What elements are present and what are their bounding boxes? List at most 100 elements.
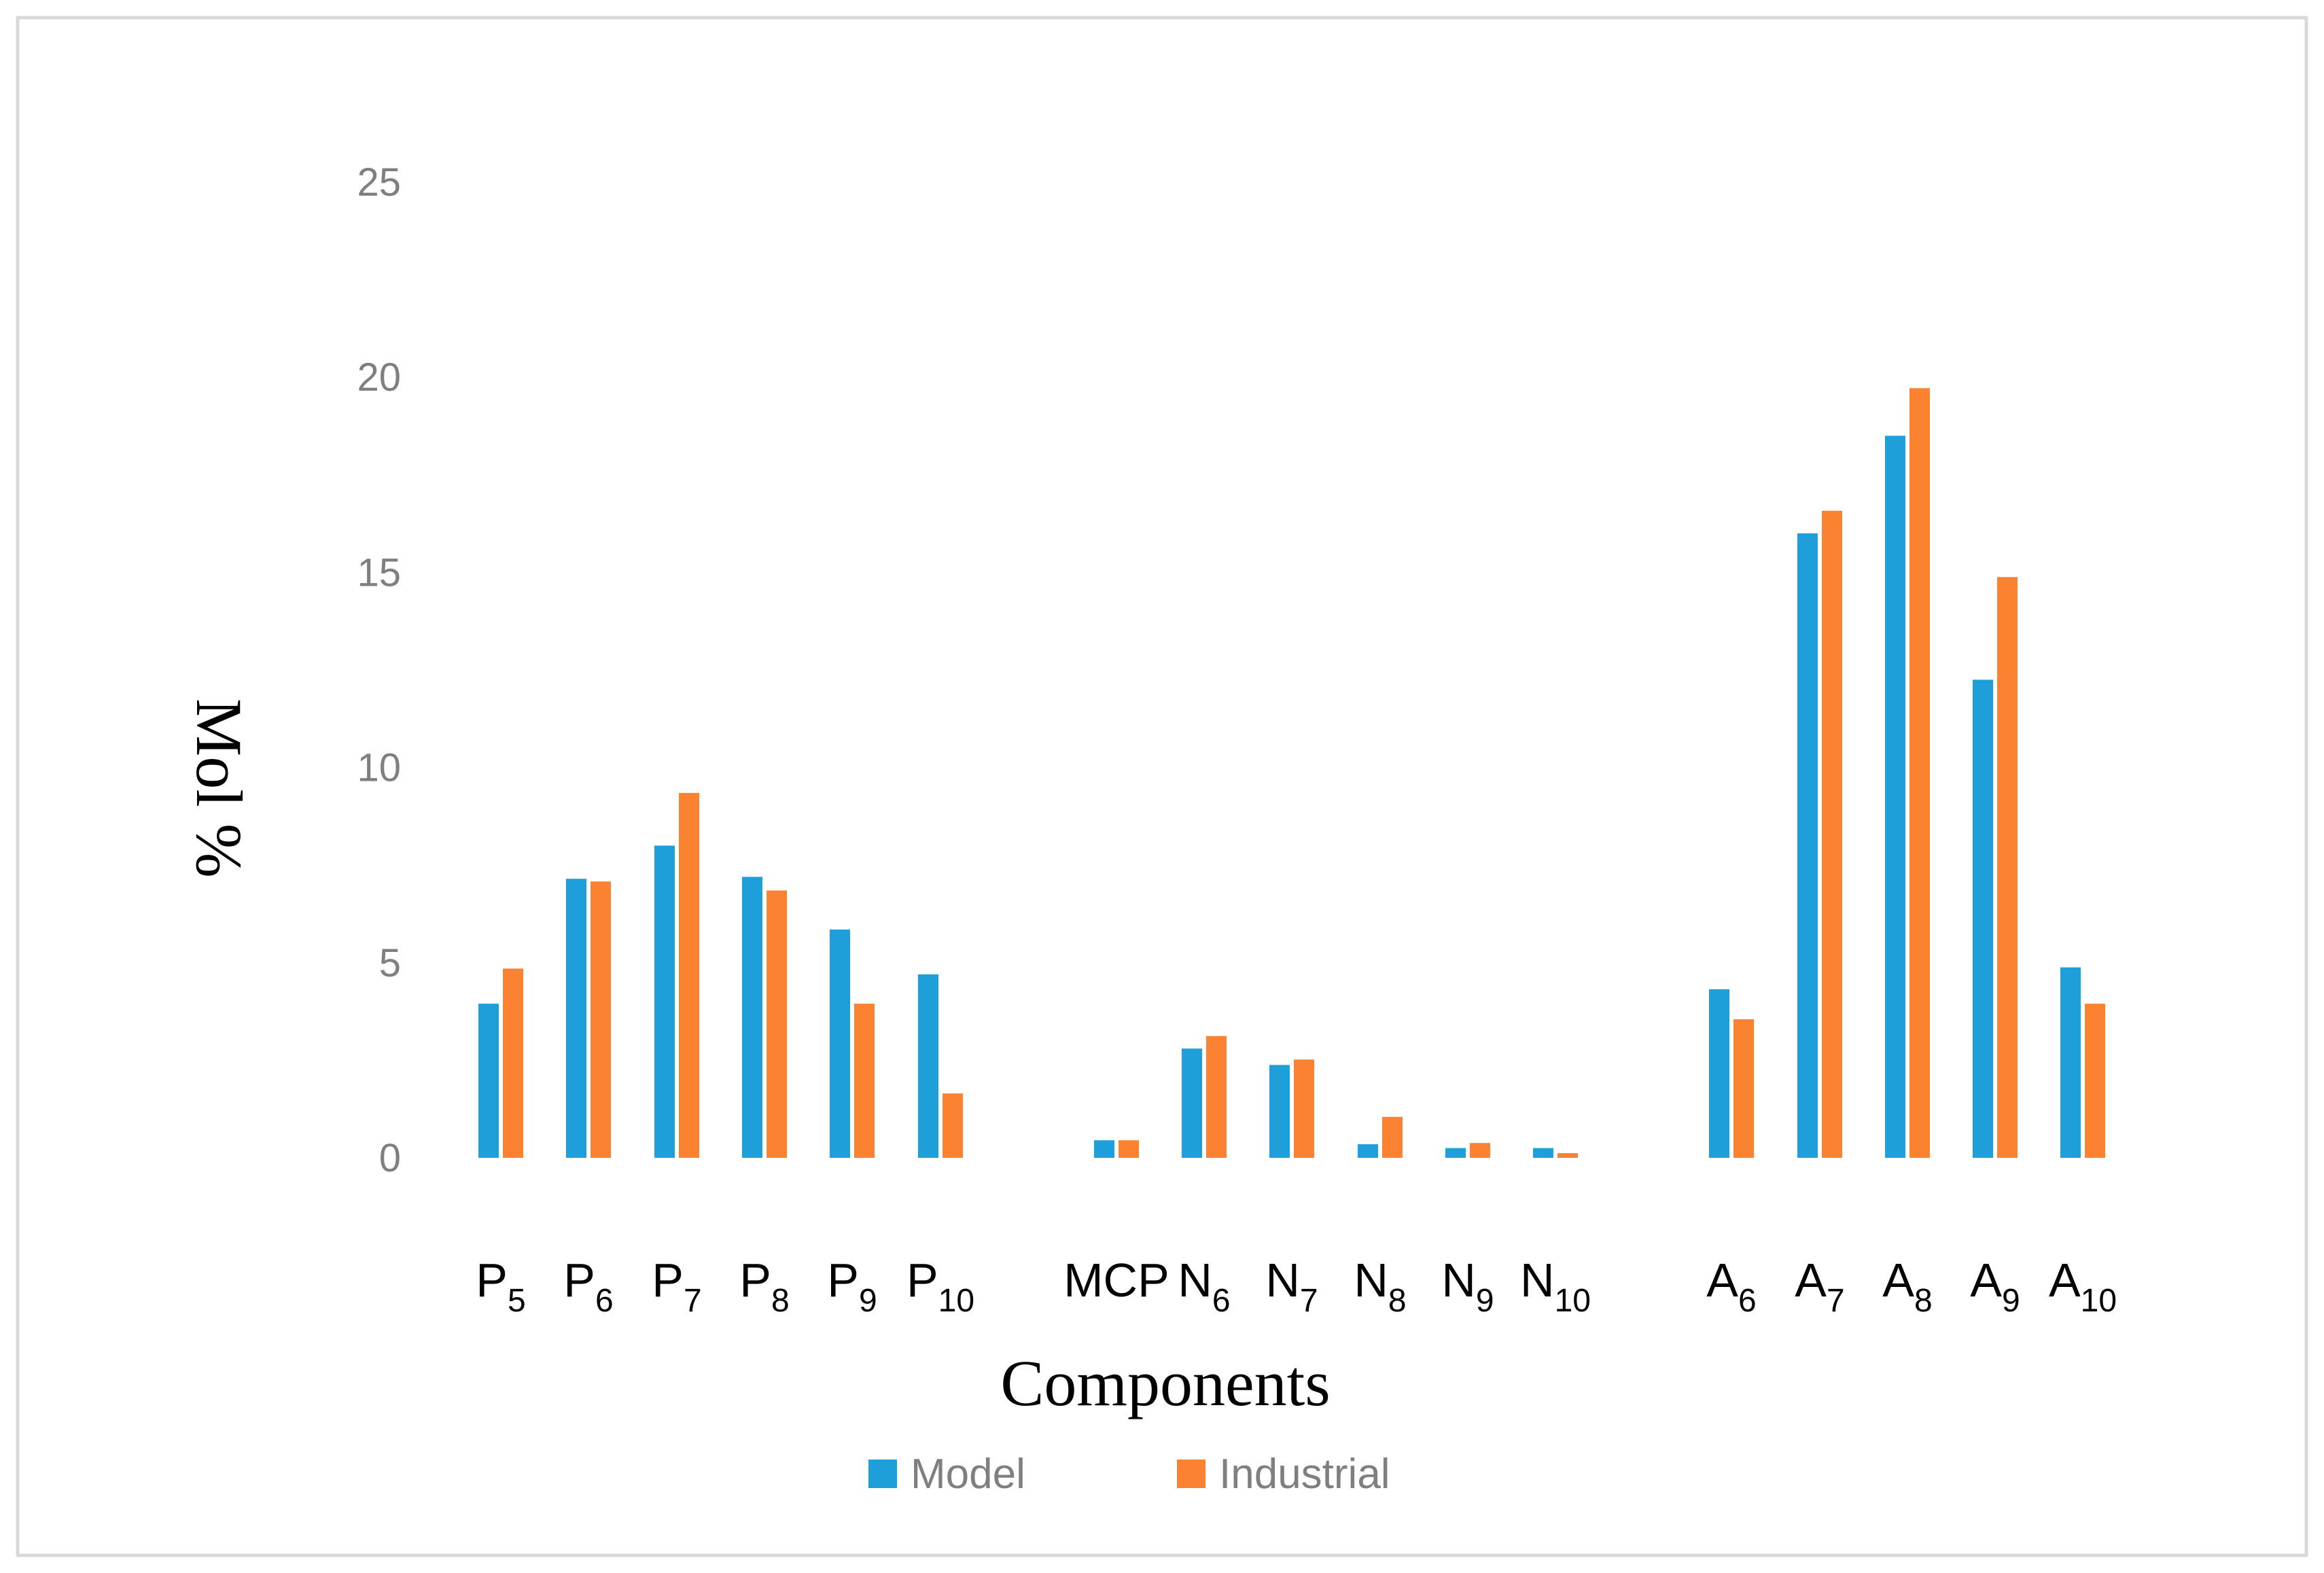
bar-model-9	[1358, 1144, 1378, 1158]
x-tick-label: P7	[652, 1254, 701, 1319]
bar-industrial-13	[1822, 510, 1842, 1158]
bar-model-15	[1973, 679, 1993, 1158]
bar-industrial-14	[1909, 388, 1930, 1158]
bar-industrial-11	[1557, 1153, 1578, 1158]
bar-model-12	[1709, 989, 1729, 1158]
bar-industrial-1	[591, 881, 611, 1158]
x-tick-label-subscript: 7	[684, 1283, 702, 1319]
bar-model-13	[1797, 533, 1818, 1158]
x-tick-label-subscript: 7	[1300, 1283, 1318, 1319]
x-tick-label: A10	[2049, 1254, 2117, 1319]
x-tick-label-subscript: 9	[859, 1283, 877, 1319]
x-tick-label-subscript: 8	[1388, 1283, 1407, 1319]
bar-model-8	[1269, 1065, 1290, 1158]
bar-model-5	[918, 974, 938, 1158]
y-tick-label: 15	[357, 550, 401, 595]
x-tick-label-base: N	[1520, 1254, 1555, 1307]
x-tick-label-subscript: 8	[1914, 1283, 1933, 1319]
y-tick-label: 20	[357, 355, 401, 400]
bar-model-10	[1445, 1148, 1466, 1158]
bar-industrial-7	[1206, 1036, 1227, 1158]
x-axis-label: Components	[1000, 1347, 1330, 1419]
bar-industrial-12	[1733, 1019, 1754, 1158]
bar-industrial-10	[1470, 1143, 1490, 1158]
bars	[478, 388, 2105, 1158]
x-tick-label-base: N	[1441, 1254, 1476, 1307]
bar-model-2	[654, 845, 675, 1158]
bar-model-14	[1885, 436, 1905, 1158]
bar-model-6	[1094, 1140, 1114, 1158]
x-tick-label: A7	[1795, 1254, 1844, 1319]
bar-industrial-9	[1382, 1116, 1403, 1158]
x-tick-label: N9	[1441, 1254, 1494, 1319]
x-tick-label: P10	[906, 1254, 974, 1319]
x-tick-label-subscript: 10	[1555, 1283, 1591, 1319]
bar-model-1	[566, 879, 586, 1158]
x-tick-label-subscript: 10	[2081, 1283, 2117, 1319]
x-tick-label-subscript: 6	[595, 1283, 614, 1319]
x-tick-label: P6	[563, 1254, 613, 1319]
x-tick-label-subscript: 6	[1738, 1283, 1757, 1319]
x-tick-label-base: A	[1795, 1254, 1827, 1307]
legend-swatch-model	[868, 1460, 897, 1488]
x-tick-label-base: A	[2049, 1254, 2081, 1307]
x-tick-label: A8	[1882, 1254, 1932, 1319]
x-tick-label-base: P	[827, 1254, 859, 1307]
x-tick-label-subscript: 8	[771, 1283, 790, 1319]
bar-model-11	[1533, 1148, 1553, 1158]
y-axis-label: Mol %	[183, 699, 256, 878]
x-tick-label-subscript: 6	[1212, 1283, 1231, 1319]
x-tick-label-base: P	[906, 1254, 938, 1307]
x-tick-label-base: P	[739, 1254, 771, 1307]
bar-industrial-5	[943, 1093, 963, 1158]
x-tick-label-base: A	[1970, 1254, 2002, 1307]
bar-model-16	[2060, 967, 2081, 1158]
x-tick-label-subscript: 9	[1476, 1283, 1494, 1319]
x-tick-label-subscript: 5	[508, 1283, 526, 1319]
x-axis-tick-labels: P5 P6 P7 P8 P9 P10 MCP N6 N7 N8 N9 N10 A6 A7 A8 A9 A10	[476, 1254, 2117, 1319]
y-tick-label: 10	[357, 746, 401, 790]
x-tick-label: P8	[739, 1254, 789, 1319]
x-tick-label-subscript: 9	[2002, 1283, 2020, 1319]
bar-industrial-4	[854, 1004, 875, 1158]
x-tick-label-subscript: 7	[1827, 1283, 1845, 1319]
legend-label-industrial: Industrial	[1219, 1451, 1390, 1498]
x-tick-label: MCP	[1063, 1254, 1169, 1307]
x-tick-label: A6	[1706, 1254, 1756, 1319]
x-tick-label-base: A	[1882, 1254, 1914, 1307]
x-tick-label-base: P	[563, 1254, 595, 1307]
y-tick-label: 25	[357, 160, 401, 205]
bar-model-7	[1182, 1048, 1202, 1158]
bar-industrial-6	[1119, 1140, 1139, 1158]
bar-model-4	[830, 929, 850, 1158]
x-tick-label: A9	[1970, 1254, 2020, 1319]
x-tick-label: N6	[1178, 1254, 1230, 1319]
bar-industrial-3	[767, 890, 787, 1158]
x-tick-label-base: P	[652, 1254, 684, 1307]
y-axis-ticks: 0 5 10 15 20 25	[357, 160, 401, 1180]
x-tick-label-base: N	[1178, 1254, 1212, 1307]
x-tick-label: N8	[1354, 1254, 1406, 1319]
x-tick-label-base: N	[1265, 1254, 1300, 1307]
y-tick-label: 0	[379, 1136, 401, 1180]
bar-industrial-8	[1294, 1059, 1314, 1158]
bar-industrial-16	[2085, 1004, 2105, 1158]
x-tick-label: P5	[476, 1254, 525, 1319]
x-tick-label: N7	[1265, 1254, 1318, 1319]
bar-model-0	[478, 1004, 499, 1158]
bar-industrial-15	[1997, 577, 2018, 1158]
x-tick-label-base: N	[1354, 1254, 1388, 1307]
x-tick-label: P9	[827, 1254, 877, 1319]
legend-label-model: Model	[911, 1451, 1025, 1498]
x-tick-label-subscript: 10	[938, 1283, 974, 1319]
bar-industrial-2	[679, 792, 699, 1158]
bar-industrial-0	[503, 968, 523, 1158]
legend-swatch-industrial	[1177, 1460, 1205, 1488]
x-tick-label-base: A	[1706, 1254, 1738, 1307]
x-tick-label-base: P	[476, 1254, 508, 1307]
bar-model-3	[742, 877, 762, 1158]
x-tick-label-base: MCP	[1063, 1254, 1169, 1307]
y-tick-label: 5	[379, 941, 401, 985]
x-tick-label: N10	[1520, 1254, 1591, 1319]
